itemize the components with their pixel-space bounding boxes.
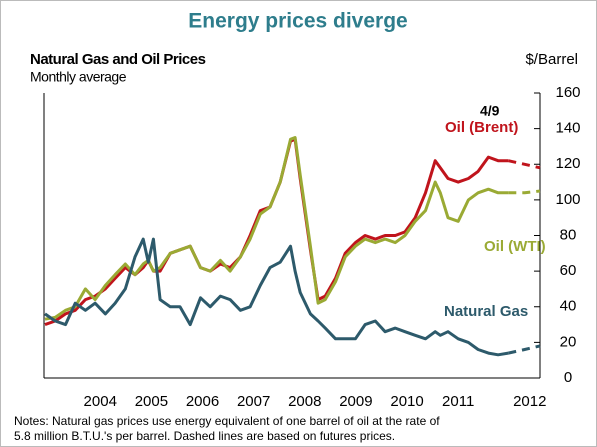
- series-label: Natural Gas: [444, 303, 528, 320]
- x-tick-label: 2012: [513, 393, 546, 410]
- y-tick-label: 80: [560, 226, 577, 243]
- x-tick-label: 2008: [288, 393, 321, 410]
- x-tick-label: 2007: [237, 393, 270, 410]
- x-tick-label: 2004: [84, 393, 117, 410]
- y-tick-label: 120: [555, 155, 580, 172]
- subtitle2: Monthly average: [30, 69, 127, 85]
- line: [44, 136, 509, 321]
- y-axis-label: $/Barrel: [525, 51, 578, 68]
- line: [44, 237, 509, 357]
- futures-line: [507, 159, 541, 170]
- chart-title: Energy prices diverge: [188, 10, 407, 33]
- y-tick-label: 140: [555, 120, 580, 137]
- futures-line: [507, 344, 541, 355]
- note-line: Notes: Natural gas prices use energy equ…: [14, 414, 440, 428]
- x-tick-label: 2009: [339, 393, 372, 410]
- x-tick-label: 2006: [186, 393, 219, 410]
- x-tick-label: 2010: [390, 393, 423, 410]
- y-tick-label: 100: [555, 191, 580, 208]
- x-tick-label: 2005: [135, 393, 168, 410]
- y-tick-label: 20: [560, 333, 577, 350]
- y-tick-label: 60: [560, 262, 577, 279]
- annotation: 4/9: [480, 103, 500, 119]
- y-tick-label: 40: [560, 298, 577, 315]
- series-label: Oil (WTI): [484, 238, 546, 255]
- x-tick-label: 2011: [442, 393, 474, 410]
- y-tick-label: 0: [564, 369, 572, 386]
- y-tick-label: 160: [555, 84, 580, 101]
- futures-line: [508, 189, 541, 195]
- subtitle: Natural Gas and Oil Prices: [30, 51, 206, 68]
- series-label: Oil (Brent): [445, 119, 518, 136]
- note-line: 5.8 million B.T.U.'s per barrel. Dashed …: [14, 429, 395, 443]
